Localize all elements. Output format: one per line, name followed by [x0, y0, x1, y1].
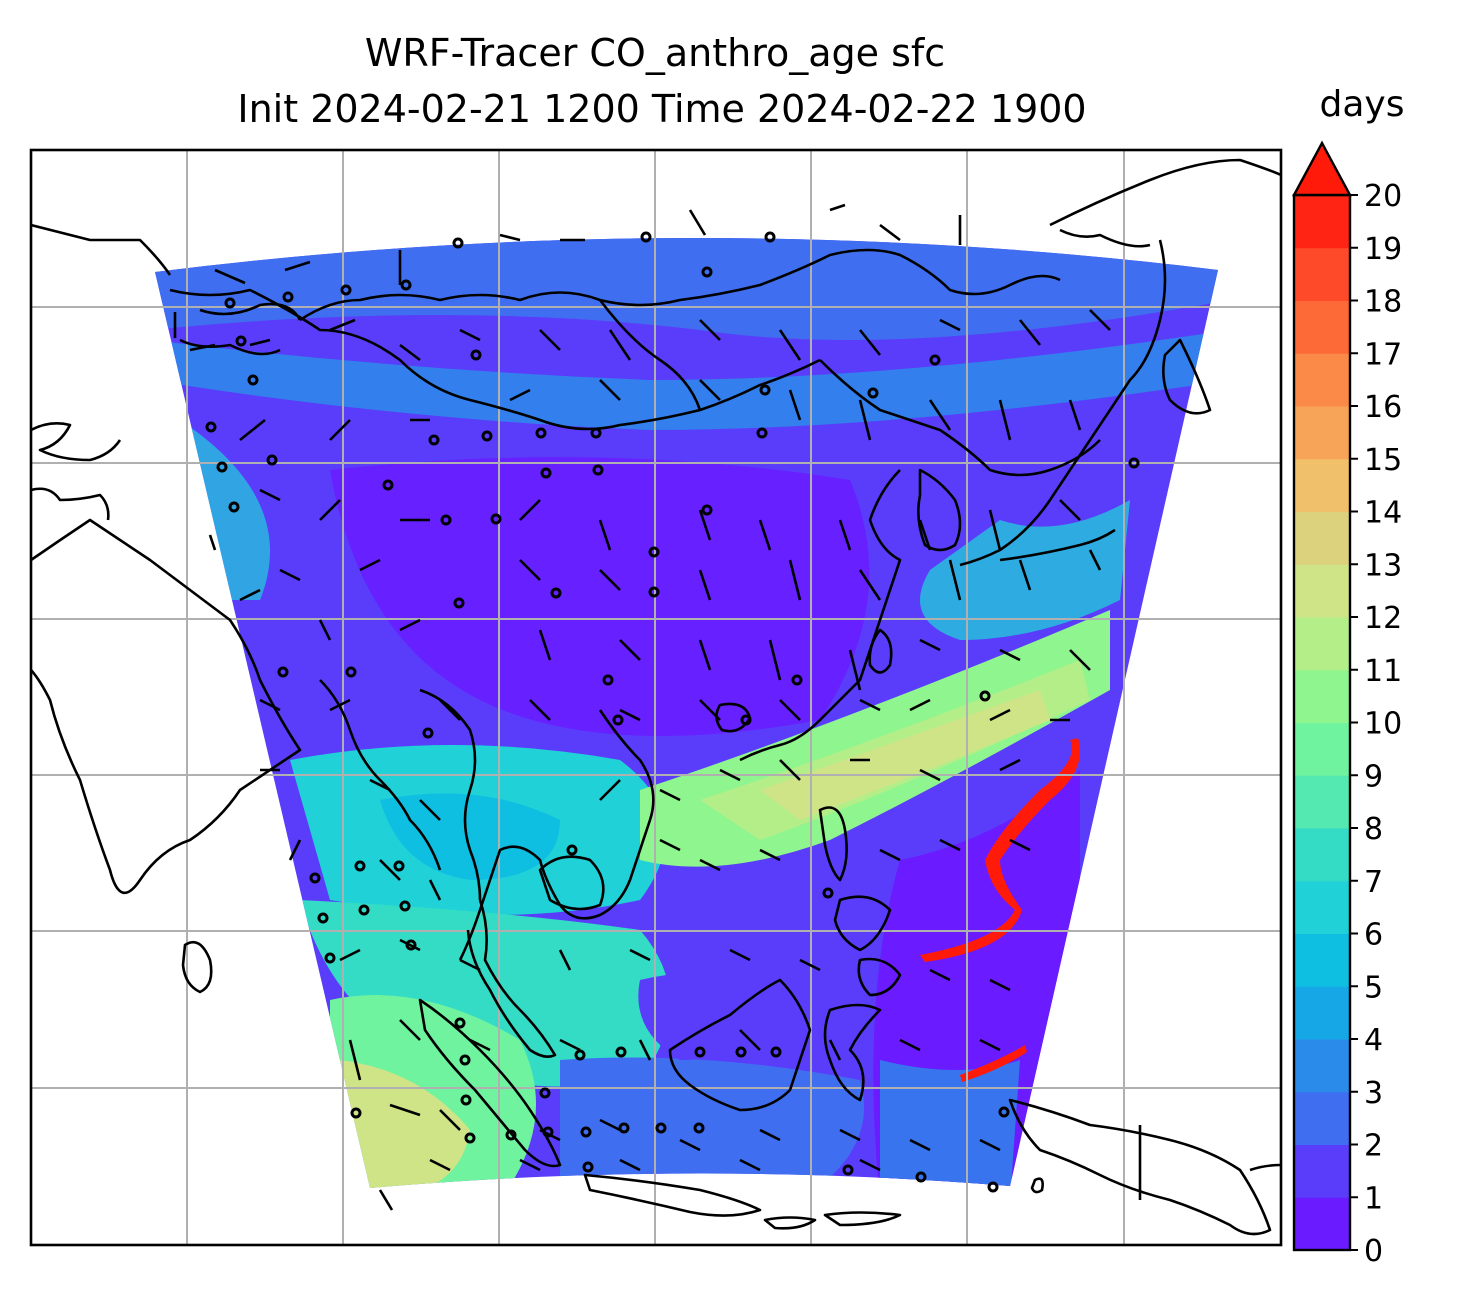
- colorbar-tick-label: 7: [1364, 865, 1383, 900]
- colorbar-segment: [1294, 195, 1350, 249]
- map-frame: [29, 148, 1283, 1247]
- colorbar-tick-label: 15: [1364, 443, 1402, 478]
- colorbar-segment: [1294, 300, 1350, 354]
- colorbar-segment: [1294, 1197, 1350, 1251]
- colorbar-tick-label: 13: [1364, 548, 1402, 583]
- colorbar-segments: [1292, 193, 1352, 1252]
- colorbar-segment: [1294, 247, 1350, 301]
- colorbar-tick-label: 14: [1364, 496, 1402, 531]
- colorbar-tick-label: 19: [1364, 232, 1402, 267]
- colorbar-tick-label: 9: [1364, 759, 1383, 794]
- gridlines: [31, 150, 1281, 1245]
- colorbar-tick-label: 18: [1364, 285, 1402, 320]
- colorbar-segment: [1294, 406, 1350, 460]
- colorbar-unit-label: days: [1320, 84, 1405, 125]
- chart-title-line-2: Init 2024-02-21 1200 Time 2024-02-22 190…: [237, 87, 1086, 131]
- calm-circles: [205, 231, 1140, 1193]
- colorbar-segment: [1294, 775, 1350, 829]
- colorbar-segment: [1294, 511, 1350, 565]
- colorbar-segment: [1294, 933, 1350, 987]
- colorbar-segment: [1294, 1144, 1350, 1198]
- colorbar-tick-label: 12: [1364, 601, 1402, 636]
- colorbar-segment: [1294, 828, 1350, 882]
- colorbar-segment: [1294, 880, 1350, 934]
- colorbar-extend-triangle: [1291, 140, 1353, 197]
- colorbar-tick-label: 16: [1364, 390, 1402, 425]
- colorbar-tick-label: 10: [1364, 707, 1402, 742]
- colorbar-segment: [1294, 617, 1350, 671]
- colorbar-tick-label: 3: [1364, 1076, 1383, 1111]
- colorbar-tick-label: 4: [1364, 1023, 1383, 1058]
- colorbar-tick-label: 20: [1364, 179, 1402, 214]
- colorbar-tick-label: 8: [1364, 812, 1383, 847]
- colorbar-segment: [1294, 564, 1350, 618]
- colorbar-segment: [1294, 458, 1350, 512]
- colorbar-tick-label: 6: [1364, 918, 1383, 953]
- map-axes: [31, 150, 1281, 1245]
- colorbar-tick-label: 2: [1364, 1129, 1383, 1164]
- colorbar-tick-label: 1: [1364, 1181, 1383, 1216]
- colorbar-segment: [1294, 986, 1350, 1040]
- colorbar-tick-label: 11: [1364, 654, 1402, 689]
- colorbar-tick-label: 5: [1364, 970, 1383, 1005]
- coastlines: [31, 158, 1281, 1236]
- wind-barbs: [173, 203, 1111, 1211]
- colorbar-segment: [1294, 353, 1350, 407]
- colorbar-segment: [1294, 722, 1350, 776]
- colorbar-segment: [1294, 1091, 1350, 1145]
- colorbar-segment: [1294, 1039, 1350, 1093]
- colorbar-tick-label: 0: [1364, 1234, 1383, 1269]
- colorbar-tick-label: 17: [1364, 337, 1402, 372]
- colorbar-segment: [1294, 669, 1350, 723]
- chart-title-line-1: WRF-Tracer CO_anthro_age sfc: [365, 31, 945, 75]
